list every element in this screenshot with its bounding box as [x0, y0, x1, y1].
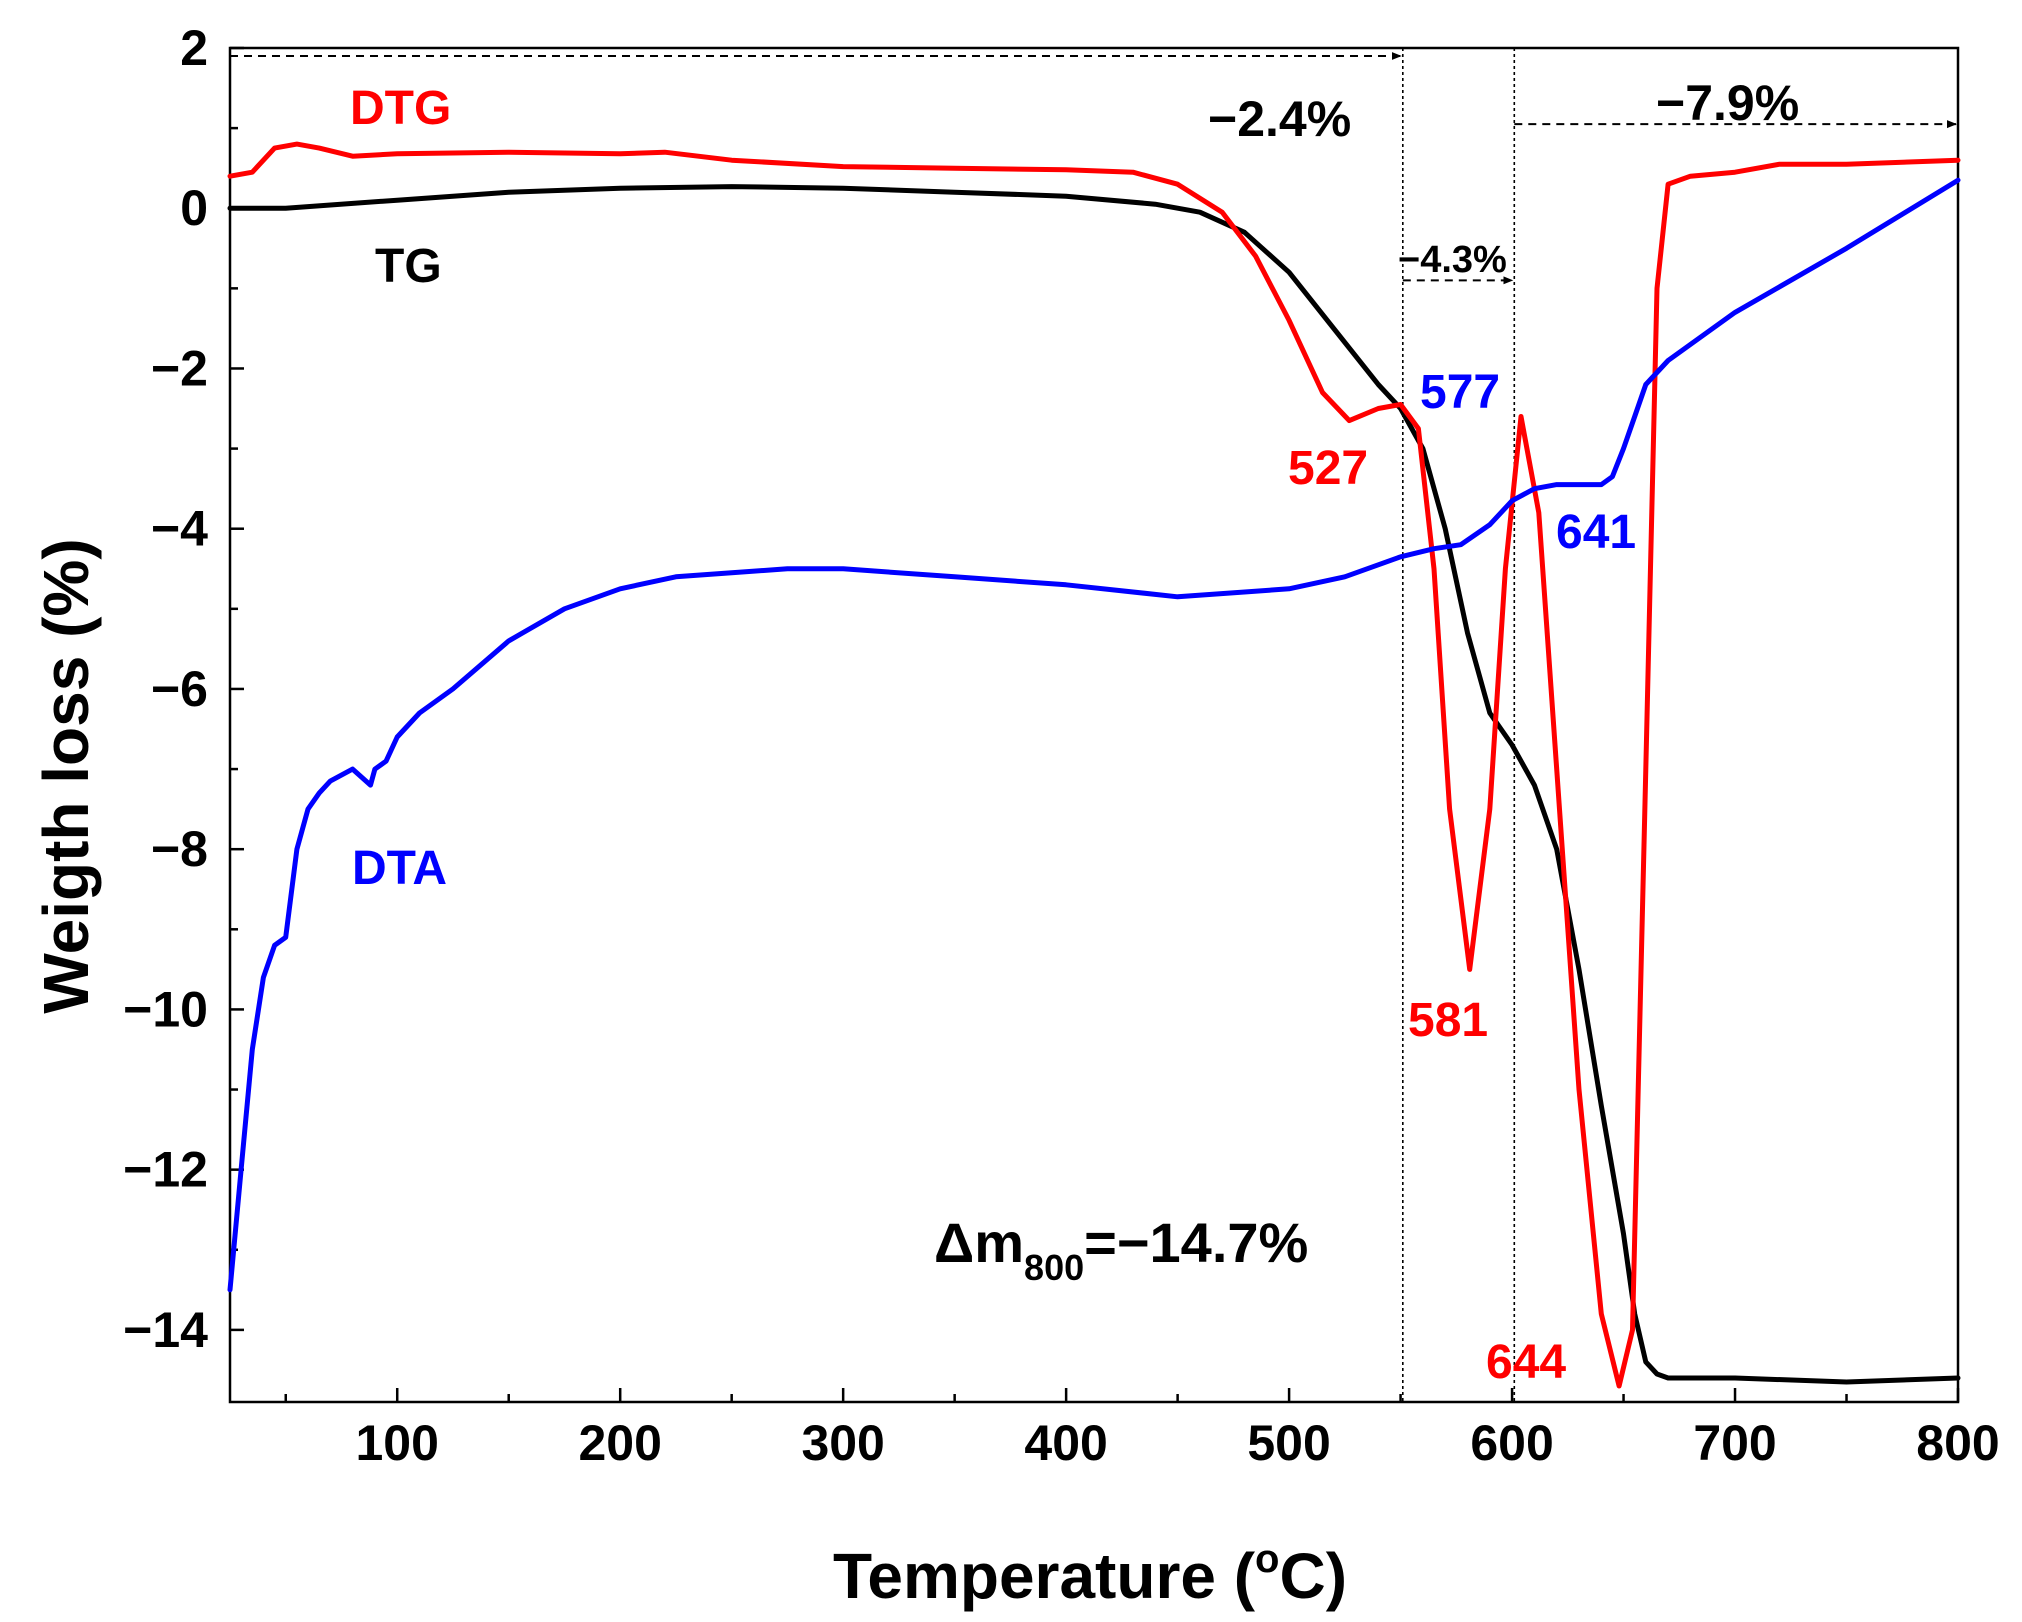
series-group	[227, 141, 1961, 1389]
y-tick-label: 0	[180, 180, 208, 236]
tg-label: TG	[375, 240, 442, 293]
peak-577-label: 577	[1420, 366, 1500, 419]
x-axis-title: Temperature (oC)	[833, 1537, 1347, 1612]
series-dta-line	[227, 177, 1961, 1293]
delta-m-subscript: 800	[1024, 1247, 1084, 1288]
axis-titles: Temperature (oC) Weigth loss (%)	[30, 538, 1347, 1612]
delta-m-suffix: =−14.7%	[1084, 1211, 1308, 1274]
pct-4-3-label: −4.3%	[1398, 239, 1507, 281]
x-tick-label: 500	[1247, 1415, 1330, 1471]
pct-7-9-label: −7.9%	[1656, 75, 1799, 131]
delta-m-label: Δm800=−14.7%	[934, 1211, 1308, 1288]
peak-641-label: 641	[1556, 506, 1636, 559]
x-axis-title-main: Temperature (	[833, 1540, 1256, 1612]
series-dtg-line	[227, 141, 1961, 1389]
annotations: DTG TG DTA −2.4% −4.3% −7.9% 527 577 581…	[350, 75, 1799, 1389]
plot-frame	[228, 46, 1960, 1404]
y-tick-label: −2	[151, 340, 208, 396]
y-tick-label: −12	[123, 1142, 208, 1198]
dtg-label: DTG	[350, 82, 451, 135]
peak-644-label: 644	[1486, 1336, 1566, 1389]
peak-527-label: 527	[1288, 442, 1368, 495]
y-tick-label: 2	[180, 20, 208, 76]
x-tick-label: 300	[801, 1415, 884, 1471]
x-tick-label: 400	[1024, 1415, 1107, 1471]
peak-581-label: 581	[1408, 994, 1488, 1047]
y-axis-title: Weigth loss (%)	[30, 538, 102, 1013]
x-tick-label: 600	[1470, 1415, 1553, 1471]
x-tick-label: 100	[356, 1415, 439, 1471]
y-tick-label: −8	[151, 821, 208, 877]
x-tick-label: 200	[578, 1415, 661, 1471]
series-tg-line	[227, 184, 1961, 1385]
x-tick-label: 700	[1693, 1415, 1776, 1471]
dta-label: DTA	[352, 842, 447, 895]
x-tick-label: 800	[1916, 1415, 1999, 1471]
y-tick-label: −10	[123, 981, 208, 1037]
y-tick-label: −6	[151, 661, 208, 717]
y-tick-label: −4	[151, 501, 208, 557]
delta-m-prefix: Δm	[934, 1211, 1024, 1274]
x-axis-title-end: C)	[1279, 1540, 1347, 1612]
x-axis-title-sup: o	[1255, 1537, 1279, 1581]
pct-2-4-label: −2.4%	[1208, 91, 1351, 147]
y-tick-label: −14	[123, 1302, 208, 1358]
plot-area: 100 200 300 400 500 600 700 800 2 0 −2 −4 −6 −8 −10 −12…	[123, 20, 2000, 1471]
